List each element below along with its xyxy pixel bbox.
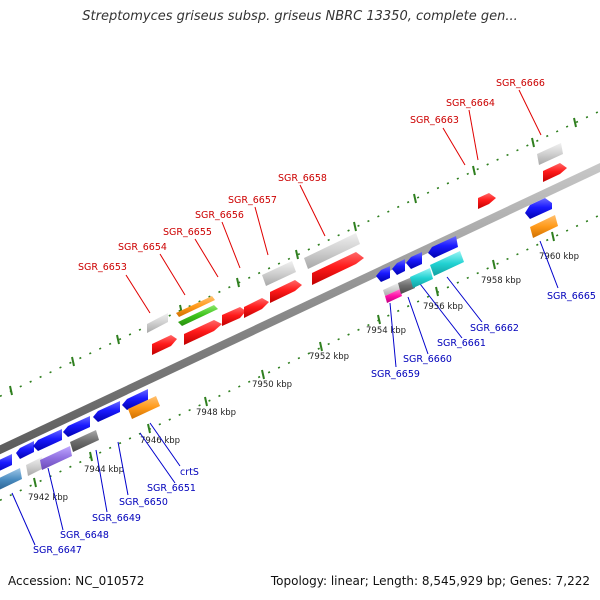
scale-label: 7944 kbp [84,465,124,475]
gene-blue-6[interactable] [122,389,148,410]
gene-label[interactable]: SGR_6650 [119,497,168,508]
gene-label[interactable]: SGR_6649 [92,513,141,524]
gene-sgr-6661-b[interactable] [430,251,464,276]
gene-blue-9[interactable] [406,252,422,269]
gene-label[interactable]: SGR_6666 [496,78,545,89]
bottom-gene-labels: crtS SGR_6651 SGR_6650 SGR_6649 SGR_6648… [33,291,596,556]
forward-genes [147,143,567,355]
accession-text: Accession: NC_010572 [8,574,145,588]
gene-blue-2[interactable] [16,441,34,459]
scale-label: 7948 kbp [196,408,236,418]
gene-blue-8[interactable] [392,259,405,275]
genome-backbone [0,163,600,455]
bottom-leader-lines [11,240,559,546]
gene-label[interactable]: SGR_6651 [147,483,196,494]
gene-blue-10[interactable] [428,236,458,258]
gene-crts[interactable] [128,396,160,419]
scale-labels: 7942 kbp 7944 kbp 7946 kbp 7948 kbp 7950… [28,252,579,503]
gene-sgr-6660[interactable] [398,277,415,294]
gene-sgr-6659-b[interactable] [385,289,402,303]
gene-sgr-6658-c[interactable] [312,252,364,285]
topology-text: Topology: linear; Length: 8,545,929 bp; … [270,574,590,588]
gene-label[interactable]: SGR_6664 [446,98,495,109]
gene-label[interactable]: SGR_6661 [437,338,486,349]
gene-blue-4[interactable] [63,416,90,437]
gene-blue-3[interactable] [33,429,62,451]
gene-label[interactable]: SGR_6663 [410,115,459,126]
gene-label[interactable]: SGR_6647 [33,545,82,556]
gene-sgr-6655[interactable] [184,320,222,345]
gene-sgr-6653[interactable] [147,313,168,333]
gene-sgr-6654-b[interactable] [178,305,218,326]
gene-sgr-6661[interactable] [410,268,433,288]
gene-label[interactable]: SGR_6656 [195,210,244,221]
scale-label: 7950 kbp [252,380,292,390]
gene-sgr-6648[interactable] [26,457,44,476]
gene-label[interactable]: SGR_6653 [78,262,127,273]
gene-sgr-6659[interactable] [383,283,400,296]
gene-sgr-6657-b[interactable] [262,261,296,286]
gene-sgr-6666-b[interactable] [543,163,567,182]
scale-label: 7958 kbp [481,276,521,286]
gene-label[interactable]: SGR_6654 [118,242,167,253]
gene-sgr-6654[interactable] [176,296,215,317]
gene-label[interactable]: SGR_6657 [228,195,277,206]
scale-label: 7956 kbp [423,302,463,312]
top-gene-labels: SGR_6653 SGR_6654 SGR_6655 SGR_6656 SGR_… [78,78,545,273]
top-tick-row [0,110,600,398]
gene-sgr-6658[interactable] [270,280,302,303]
gene-sgr-6647[interactable] [0,468,22,491]
scale-label: 7952 kbp [309,352,349,362]
scale-label: 7960 kbp [539,252,579,262]
gene-sgr-6664[interactable] [478,193,496,209]
top-major-ticks [9,117,577,396]
map-title: Streptomyces griseus subsp. griseus NBRC… [82,9,518,24]
gene-label[interactable]: SGR_6655 [163,227,212,238]
gene-sgr-6666[interactable] [537,143,563,165]
gene-sgr-6650[interactable] [70,430,99,452]
gene-blue-7[interactable] [376,266,390,282]
gene-blue-5[interactable] [93,401,120,422]
scale-label: 7942 kbp [28,493,68,503]
gene-label[interactable]: SGR_6662 [470,323,519,334]
gene-sgr-6665-b[interactable] [530,215,558,238]
bottom-major-ticks [33,231,555,488]
gene-blue-1[interactable] [0,454,12,473]
scale-label: 7954 kbp [366,326,406,336]
scale-label: 7946 kbp [140,436,180,446]
gene-sgr-6653-b[interactable] [152,335,177,355]
bottom-tick-row [0,214,600,502]
reverse-genes [0,198,558,491]
gene-label[interactable]: SGR_6648 [60,530,109,541]
top-leader-lines [125,89,542,314]
gene-sgr-6656[interactable] [222,307,246,326]
gene-label[interactable]: SGR_6658 [278,173,327,184]
gene-label[interactable]: crtS [180,467,199,478]
gene-sgr-6649[interactable] [40,446,72,470]
gene-label[interactable]: SGR_6660 [403,354,452,365]
gene-label[interactable]: SGR_6665 [547,291,596,302]
gene-sgr-6665[interactable] [525,198,552,219]
gene-sgr-6658-b[interactable] [304,233,360,269]
gene-label[interactable]: SGR_6659 [371,369,420,380]
gene-sgr-6657[interactable] [244,298,269,318]
